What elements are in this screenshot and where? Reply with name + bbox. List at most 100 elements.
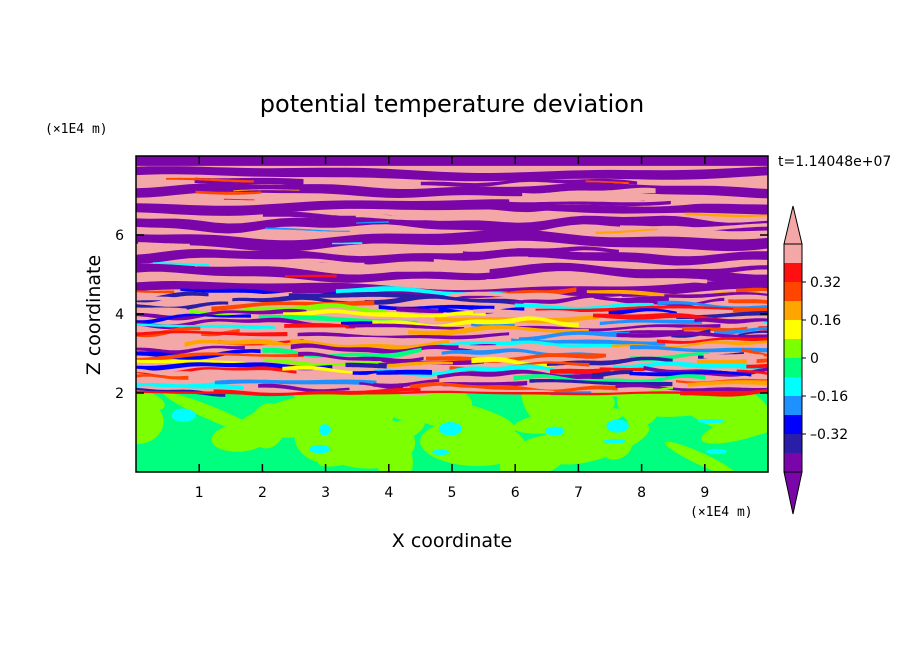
turbulent-stripe bbox=[136, 290, 175, 294]
colorbar-cell bbox=[784, 339, 802, 358]
colorbar-label: 0 bbox=[810, 351, 819, 367]
turbulent-stripe bbox=[738, 330, 768, 336]
turbulent-stripe bbox=[243, 327, 346, 334]
stripe-segment bbox=[522, 187, 656, 199]
turbulent-stripe bbox=[298, 351, 424, 364]
turbulent-stripe bbox=[352, 369, 432, 375]
turbulent-stripe bbox=[396, 306, 444, 314]
turbulent-stripe bbox=[136, 339, 194, 345]
stripe-segment bbox=[433, 256, 529, 267]
turbulent-stripe bbox=[592, 355, 637, 362]
colorbar-cell bbox=[784, 453, 802, 472]
colorbar: 0.32 0.16 0 –0.16 –0.32 bbox=[783, 205, 848, 515]
turbulent-stripe bbox=[656, 337, 768, 344]
warm-patch bbox=[551, 421, 650, 465]
warm-patch bbox=[665, 441, 738, 472]
turbulent-stripe bbox=[288, 292, 416, 299]
turbulent-stripe bbox=[694, 318, 768, 324]
z-unit-label: (×1E4 m) bbox=[45, 122, 108, 137]
warm-patch bbox=[136, 399, 164, 445]
colorbar-label: 0.16 bbox=[810, 313, 841, 329]
turbulent-stripe bbox=[613, 361, 765, 371]
colorbar-label: 0.32 bbox=[810, 275, 841, 291]
turbulent-stripe bbox=[400, 387, 555, 396]
y-axis-title: Z coordinate bbox=[83, 255, 105, 375]
thin-stripe bbox=[233, 189, 300, 192]
turbulent-stripe bbox=[657, 300, 768, 310]
thin-stripe bbox=[585, 180, 629, 184]
x-tick-label: 6 bbox=[511, 485, 520, 501]
x-unit-label: (×1E4 m) bbox=[690, 505, 753, 520]
turbulent-stripe bbox=[593, 313, 736, 324]
cold-stripe bbox=[136, 229, 768, 252]
x-tick-label: 2 bbox=[258, 485, 267, 501]
turbulent-stripe bbox=[345, 362, 387, 369]
turbulent-stripe bbox=[217, 291, 293, 299]
cool-patch bbox=[603, 439, 627, 444]
turbulent-stripe bbox=[535, 305, 735, 312]
turbulent-stripe bbox=[608, 308, 677, 316]
cool-patch bbox=[309, 445, 331, 454]
thin-stripe bbox=[152, 262, 209, 267]
turbulent-stripe bbox=[290, 339, 449, 350]
turbulent-stripe bbox=[136, 313, 251, 324]
turbulent-stripe bbox=[728, 299, 768, 304]
colorbar-cell bbox=[784, 263, 802, 282]
y-tick-label: 4 bbox=[115, 307, 124, 323]
turbulent-stripe bbox=[136, 352, 304, 363]
stripe-segment bbox=[262, 211, 356, 221]
turbulent-stripe bbox=[756, 358, 768, 364]
colorbar-cell bbox=[784, 244, 802, 263]
cool-patch bbox=[697, 418, 725, 424]
y-tick-label: 2 bbox=[115, 386, 124, 402]
turbulent-stripe bbox=[629, 370, 752, 377]
turbulent-stripe bbox=[214, 379, 377, 386]
turbulent-stripe bbox=[283, 309, 486, 319]
turbulent-stripe bbox=[629, 345, 768, 353]
turbulent-stripe bbox=[736, 369, 768, 375]
chart-title: potential temperature deviation bbox=[260, 90, 644, 118]
stripe-segment bbox=[420, 178, 638, 188]
colorbar-over-arrow bbox=[783, 205, 803, 245]
turbulent-stripe bbox=[591, 370, 633, 379]
turbulent-stripe bbox=[136, 330, 288, 337]
thin-stripe bbox=[685, 212, 768, 218]
cool-patch bbox=[606, 419, 629, 433]
y-tick-label: 6 bbox=[115, 228, 124, 244]
cold-stripe bbox=[136, 214, 768, 234]
turbulent-stripe bbox=[136, 323, 276, 330]
turbulent-stripe bbox=[373, 379, 440, 388]
colorbar-label: –0.32 bbox=[810, 427, 848, 443]
thin-stripe bbox=[265, 227, 350, 232]
turbulent-stripe bbox=[615, 383, 768, 392]
x-tick-label: 4 bbox=[384, 485, 393, 501]
stripe-segment bbox=[138, 242, 190, 248]
colorbar-cell bbox=[784, 282, 802, 301]
turbulent-stripe bbox=[599, 319, 702, 326]
turbulent-stripe bbox=[518, 331, 630, 342]
turbulent-stripe bbox=[290, 343, 497, 355]
stripe-segment bbox=[598, 265, 768, 275]
turbulent-stripe bbox=[714, 326, 768, 335]
upper-layer-stripes bbox=[136, 156, 768, 397]
cold-stripe bbox=[136, 280, 768, 299]
turbulent-stripe bbox=[232, 295, 348, 305]
turbulent-stripe bbox=[408, 325, 589, 336]
colorbar-under-arrow bbox=[783, 471, 803, 515]
x-tick-label: 9 bbox=[700, 485, 709, 501]
warm-patch bbox=[701, 407, 768, 444]
turbulent-stripe bbox=[616, 331, 768, 339]
turbulent-stripe bbox=[136, 382, 244, 391]
colorbar-cell bbox=[784, 358, 802, 377]
plot-area bbox=[136, 156, 768, 472]
turbulent-stripe bbox=[136, 307, 187, 314]
colorbar-cell bbox=[784, 320, 802, 339]
turbulent-stripe bbox=[746, 363, 768, 369]
turbulent-stripe bbox=[599, 367, 645, 372]
axis-ticks: 1 2 3 4 5 6 7 8 9 2 4 6 bbox=[115, 156, 768, 501]
cold-stripe bbox=[136, 262, 768, 284]
colorbar-cell bbox=[784, 396, 802, 415]
turbulent-stripe bbox=[348, 323, 465, 330]
turbulent-stripe bbox=[136, 345, 245, 355]
turbulent-stripe bbox=[391, 316, 440, 322]
